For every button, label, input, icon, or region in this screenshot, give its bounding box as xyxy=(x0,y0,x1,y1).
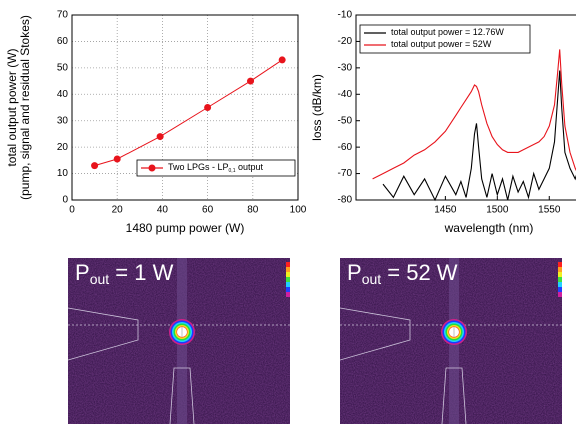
colorbar xyxy=(286,262,290,267)
series-line xyxy=(94,59,283,167)
plot-frame xyxy=(355,14,576,201)
colorbar xyxy=(558,272,562,277)
legend-name: total output power = 52W xyxy=(391,39,492,49)
y-tick-label: 20 xyxy=(57,142,69,153)
x-axis-label: 1480 pump power (W) xyxy=(126,221,245,235)
legend-label: total output power = 12.76W xyxy=(391,27,504,37)
label-sub: out xyxy=(90,271,110,287)
legend-marker xyxy=(148,164,156,172)
images: Pout = 1 W Pout = 52 W xyxy=(68,258,562,424)
x-tick-label: 60 xyxy=(202,205,214,216)
x-tick-label: 100 xyxy=(290,205,307,216)
x-tick-label: 40 xyxy=(157,205,169,216)
legend-name: Two LPGs - LP xyxy=(168,162,229,172)
colorbar xyxy=(558,277,562,282)
x-tick-label: 0 xyxy=(69,205,75,216)
data-point xyxy=(278,56,286,64)
y-tick-label: 0 xyxy=(62,195,68,206)
charts: 0 10 20 30 40 50 60 70 0 20 40 60 80 100 1480 pump pow… xyxy=(5,10,576,236)
y-tick-label: 50 xyxy=(57,62,69,73)
data-point xyxy=(247,77,255,85)
colorbar xyxy=(558,287,562,292)
colorbar xyxy=(286,292,290,297)
colorbar xyxy=(286,277,290,282)
y-tick-label: -70 xyxy=(338,168,353,179)
label-rest: = 52 W xyxy=(381,260,458,285)
data-point xyxy=(113,155,121,163)
colorbar xyxy=(558,262,562,267)
y-axis-label: (pump, signal and residual Stokes) xyxy=(18,15,32,200)
y-tick-label: 30 xyxy=(57,115,69,126)
y-tick-label: 10 xyxy=(57,168,69,179)
y-tick-label: 40 xyxy=(57,89,69,100)
power-label: Pout = 1 W xyxy=(75,260,174,287)
x-tick-label: 1450 xyxy=(434,205,457,216)
legend-label: total output power = 52W xyxy=(391,39,492,49)
legend-sub: 0,1 xyxy=(229,168,236,174)
legend-name: total output power = 12.76W xyxy=(391,27,504,37)
chart: 0 10 20 30 40 50 60 70 0 20 40 60 80 100 1480 pump pow… xyxy=(5,10,307,236)
mode-image xyxy=(340,258,562,424)
legend-box xyxy=(136,159,296,177)
series-line xyxy=(372,49,576,180)
label-main: P xyxy=(347,260,362,285)
label-rest: = 1 W xyxy=(109,260,173,285)
colorbar xyxy=(558,292,562,297)
x-tick-label: 1500 xyxy=(486,205,509,216)
y-tick-label: -20 xyxy=(338,36,353,47)
colorbar xyxy=(286,287,290,292)
legend-suffix: output xyxy=(235,162,263,172)
y-tick-label: -40 xyxy=(338,89,353,100)
colorbar xyxy=(558,267,562,272)
legend-label: Two LPGs - LP0,1 output xyxy=(168,162,264,174)
fiber-contour xyxy=(340,307,411,361)
chart: -80-70-60-50-40-30-20-101450150015501600… xyxy=(310,10,576,235)
x-tick-label: 1550 xyxy=(538,205,561,216)
series-line xyxy=(382,70,576,202)
y-tick-label: -10 xyxy=(338,10,353,21)
x-axis-label: wavelength (nm) xyxy=(444,221,534,235)
colorbar xyxy=(286,267,290,272)
y-tick-label: 60 xyxy=(57,36,69,47)
data-point xyxy=(91,162,99,170)
data-point xyxy=(156,133,164,141)
plot-frame xyxy=(71,14,299,201)
fiber-contour xyxy=(441,367,467,424)
power-label: Pout = 52 W xyxy=(347,260,458,287)
y-tick-label: -30 xyxy=(338,62,353,73)
label-main: P xyxy=(75,260,90,285)
colorbar xyxy=(558,282,562,287)
y-tick-label: 70 xyxy=(57,10,69,21)
y-tick-label: -50 xyxy=(338,115,353,126)
colorbar xyxy=(286,272,290,277)
y-tick-label: -60 xyxy=(338,142,353,153)
x-tick-label: 20 xyxy=(112,205,124,216)
y-axis-label: total output power (W) xyxy=(5,48,19,166)
data-point xyxy=(204,104,212,111)
fiber-contour xyxy=(169,367,195,424)
mode-image xyxy=(68,258,290,424)
colorbar xyxy=(286,282,290,287)
legend-box xyxy=(359,24,531,54)
x-tick-label: 80 xyxy=(247,205,259,216)
y-axis-label: loss (dB/km) xyxy=(310,74,324,141)
y-tick-label: -80 xyxy=(338,195,353,206)
label-sub: out xyxy=(362,271,382,287)
fiber-contour xyxy=(68,307,139,361)
